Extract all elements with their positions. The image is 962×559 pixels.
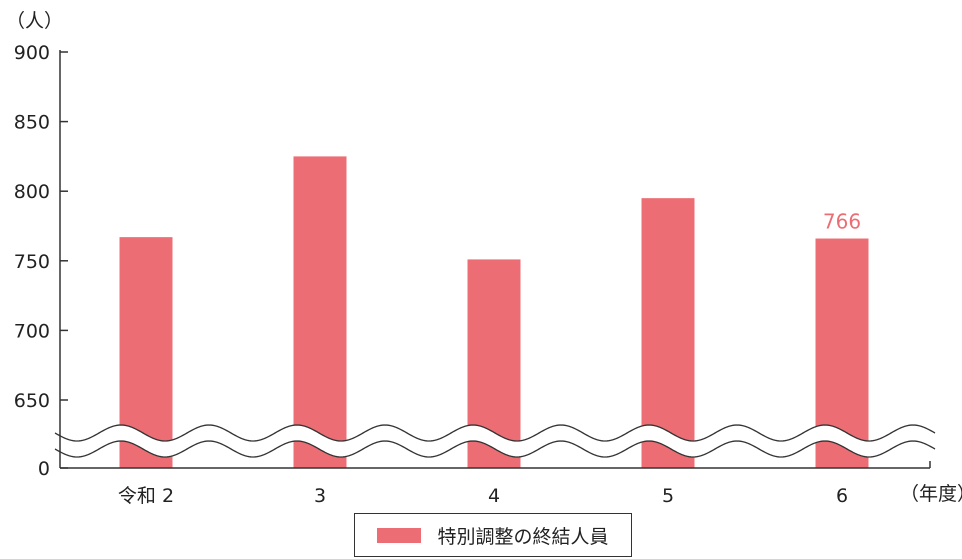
bar <box>293 156 347 468</box>
legend-label: 特別調整の終結人員 <box>437 525 609 548</box>
x-tick-label: 6 <box>836 485 848 507</box>
y-tick-label: 900 <box>14 42 50 64</box>
y-tick-label: 850 <box>14 112 50 134</box>
x-unit-label: （年度） <box>900 483 962 505</box>
legend: 特別調整の終結人員 <box>354 513 632 557</box>
bar <box>641 198 695 468</box>
y-tick-label: 800 <box>14 181 50 203</box>
data-label: 766 <box>823 210 861 234</box>
y-tick-label: 750 <box>14 251 50 273</box>
y-tick-label: 700 <box>14 320 50 342</box>
x-tick-label: 3 <box>314 485 326 507</box>
axis-break-line <box>54 424 936 442</box>
y-tick-label: 0 <box>38 458 50 480</box>
axis-break-wave <box>54 424 936 458</box>
x-tick-label: 令和 2 <box>118 485 174 507</box>
x-tick-label: 4 <box>488 485 500 507</box>
axis-break-line <box>54 440 936 458</box>
y-tick-label: 650 <box>14 390 50 412</box>
legend-swatch <box>377 527 422 543</box>
x-tick-label: 5 <box>662 485 674 507</box>
y-unit-label: （人） <box>6 10 63 32</box>
